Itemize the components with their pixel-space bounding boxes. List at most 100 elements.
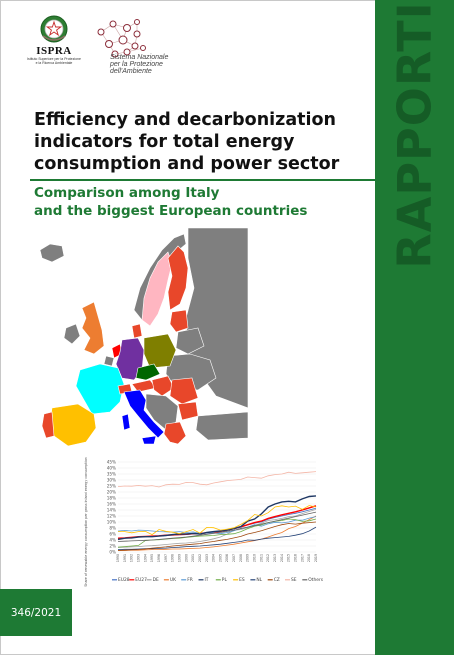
map-region-belgium xyxy=(103,355,115,367)
chart-legend-label: PL xyxy=(222,577,228,583)
map-region-france xyxy=(75,363,125,415)
report-number-box: 346/2021 xyxy=(0,589,72,636)
chart-xtick-label: 2002 xyxy=(198,554,202,562)
renewable-share-chart: Share of renewable energy consumption pe… xyxy=(84,457,324,586)
chart-xtick-label: 2012 xyxy=(266,554,270,562)
snpa-network-logo-icon xyxy=(97,19,146,58)
chart-xtick-label: 1996 xyxy=(157,554,161,562)
series-bar xyxy=(375,0,454,655)
snpa-line3: dell'Ambiente xyxy=(110,68,152,75)
title-divider xyxy=(30,179,375,181)
map-region-italy xyxy=(123,389,165,439)
chart-legend-label: IT xyxy=(205,577,209,583)
chart-xtick-label: 2005 xyxy=(218,554,222,562)
ispra-logo: ISPRA Istituto Superiore per la Protezio… xyxy=(26,14,82,78)
map-region-czech xyxy=(135,363,161,381)
chart-legend-label: EU28 xyxy=(118,577,130,583)
chart-xtick-label: 2003 xyxy=(205,554,209,562)
chart-ytick-label: 35% xyxy=(107,471,116,476)
chart-xtick-label: 2019 xyxy=(314,554,318,562)
series-label-text: RAPPORTI xyxy=(388,1,442,269)
chart-legend-label: UK xyxy=(170,577,176,583)
chart-ytick-label: 18% xyxy=(107,495,116,500)
report-number: 346/2021 xyxy=(10,606,62,619)
series-label: RAPPORTI xyxy=(386,1,444,268)
chart-ytick-label: 16% xyxy=(107,501,116,506)
chart-legend-label: DE xyxy=(153,577,159,583)
map-region-bulgaria xyxy=(177,401,199,421)
chart-ytick-label: 6% xyxy=(109,531,116,536)
chart-ytick-label: 45% xyxy=(107,459,116,464)
chart-xtick-label: 2016 xyxy=(294,554,298,562)
map-region-poland xyxy=(143,333,177,369)
chart-ytick-label: 30% xyxy=(107,477,116,482)
chart-legend-label: FR xyxy=(187,577,193,583)
chart-series-others xyxy=(117,511,317,542)
report-subtitle: Comparison among Italy and the biggest E… xyxy=(34,184,364,220)
snpa-line2: per la Protezione xyxy=(110,61,163,68)
chart-series-de xyxy=(117,509,317,548)
chart-xtick-label: 1990 xyxy=(116,554,120,562)
chart-legend-label: CZ xyxy=(274,577,280,583)
chart-ytick-label: 4% xyxy=(109,537,116,542)
chart-xtick-label: 2008 xyxy=(239,554,243,562)
chart-xtick-label: 2004 xyxy=(212,554,216,562)
chart-ytick-label: 0% xyxy=(109,549,116,554)
chart-xtick-label: 2000 xyxy=(184,554,188,562)
chart-series-uk xyxy=(118,515,317,551)
chart-xtick-label: 2009 xyxy=(246,554,250,562)
chart-xtick-label: 2010 xyxy=(253,554,257,562)
chart-ytick-label: 20% xyxy=(107,489,116,494)
map-region-sardinia xyxy=(121,413,131,431)
chart-xtick-label: 2007 xyxy=(232,554,236,562)
chart-xtick-label: 2011 xyxy=(259,554,263,562)
map-region-ireland xyxy=(63,323,81,345)
chart-series-se xyxy=(117,471,317,488)
map-region-baltics xyxy=(169,309,189,333)
chart-xtick-label: 1998 xyxy=(171,554,175,562)
map-region-turkey xyxy=(195,411,248,441)
ispra-subtitle-line1: Istituto Superiore per la Protezione xyxy=(27,57,81,61)
chart-ytick-label: 12% xyxy=(107,513,116,518)
chart-xtick-label: 2014 xyxy=(280,554,284,562)
chart-legend-label: Others xyxy=(308,577,323,583)
map-region-greece xyxy=(163,421,187,445)
chart-ytick-label: 25% xyxy=(107,483,116,488)
subtitle-line: Comparison among Italy xyxy=(34,185,220,201)
snpa-name: Sistema Nazionale per la Protezione dell… xyxy=(110,54,168,75)
map-region-iceland xyxy=(39,243,65,263)
map-region-germany xyxy=(115,337,145,381)
chart-legend-label: SE xyxy=(291,577,297,583)
map-region-finland xyxy=(167,245,189,311)
report-title: Efficiency and decarbonization indicator… xyxy=(34,109,354,175)
map-region-hungary xyxy=(151,375,175,397)
chart-xtick-label: 1999 xyxy=(177,554,181,562)
italian-emblem-icon xyxy=(40,15,68,43)
map-region-romania xyxy=(169,377,199,405)
chart-series-es xyxy=(118,505,317,536)
chart-xtick-label: 1992 xyxy=(130,554,134,562)
map-region-spain xyxy=(49,403,97,447)
map-region-sicily xyxy=(141,435,157,445)
chart-xtick-label: 2017 xyxy=(300,554,304,562)
chart-legend-label: NL xyxy=(256,577,262,583)
title-line: indicators for total energy xyxy=(34,132,295,152)
chart-xtick-label: 1991 xyxy=(123,554,127,562)
chart-xtick-label: 2018 xyxy=(307,554,311,562)
subtitle-line: and the biggest European countries xyxy=(34,203,308,219)
chart-xtick-label: 1997 xyxy=(164,554,168,562)
chart-series-it xyxy=(117,495,317,541)
chart-ytick-label: 10% xyxy=(107,519,116,524)
chart-xtick-label: 2006 xyxy=(225,554,229,562)
chart-legend-label: EU27 xyxy=(135,577,147,583)
chart-series-cz xyxy=(117,521,317,551)
map-region-uk xyxy=(81,301,105,355)
chart-xtick-label: 1994 xyxy=(143,554,147,562)
ispra-subtitle-line2: e la Ricerca Ambientale xyxy=(35,61,73,65)
chart-ytick-label: 2% xyxy=(109,543,116,548)
chart-xtick-label: 1993 xyxy=(136,554,140,562)
chart-ytick-label: 14% xyxy=(107,507,116,512)
europe-map xyxy=(39,228,248,447)
ispra-name: ISPRA xyxy=(36,45,72,57)
chart-series-nl xyxy=(117,526,317,550)
